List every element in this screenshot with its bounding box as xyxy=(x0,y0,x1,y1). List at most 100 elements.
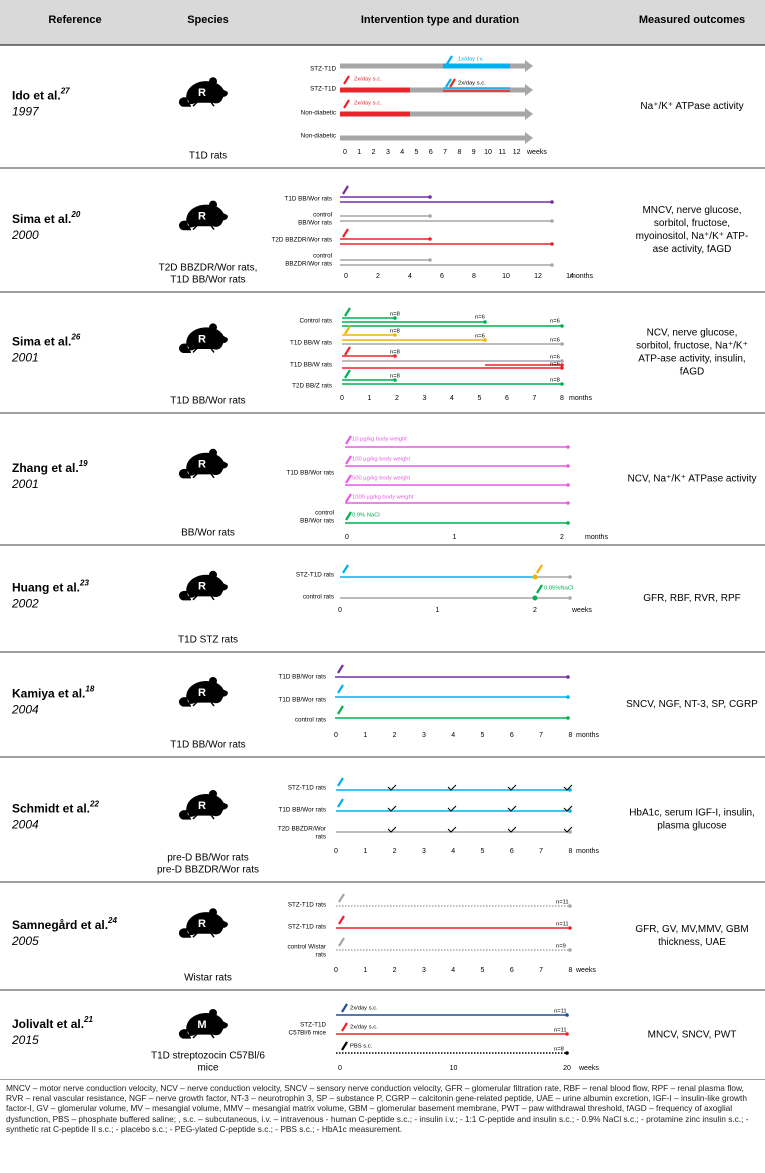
syringe-icon xyxy=(344,325,351,335)
axis-tick-label: 5 xyxy=(478,395,482,402)
year: 1997 xyxy=(12,105,40,119)
group-label: T2D BB/Z rats xyxy=(292,383,332,390)
group-label: T1D BB/Wor rats xyxy=(279,674,326,681)
axis-tick-label: 1 xyxy=(453,534,457,541)
syringe-icon xyxy=(343,99,350,109)
species: Wistar rats xyxy=(184,973,232,984)
mouse-silhouette xyxy=(178,681,228,707)
reference-name: Samnegård et al. xyxy=(12,918,108,932)
timeline-end xyxy=(393,316,397,320)
timeline-end xyxy=(566,521,570,525)
axis-tick-label: 3 xyxy=(386,149,390,156)
timeline-end xyxy=(428,237,432,241)
mouse-foot xyxy=(192,595,198,601)
group-label: control xyxy=(313,253,332,260)
syringe-icon xyxy=(338,937,345,947)
axis-tick-label: 0 xyxy=(338,607,342,614)
mouse-foot xyxy=(210,814,215,820)
reference: Huang et al.23 xyxy=(12,579,89,595)
timeline-end xyxy=(550,263,554,267)
syringe-icon xyxy=(345,455,352,465)
mouse-foot xyxy=(210,101,215,107)
axis-tick-label: 6 xyxy=(505,395,509,402)
mouse-ear xyxy=(209,200,217,209)
axis-tick-label: 5 xyxy=(415,149,419,156)
group-label: C57Bl/6 mice xyxy=(289,1030,327,1037)
check-mark xyxy=(387,826,397,833)
mouse-ear xyxy=(209,677,217,685)
reference-sup: 22 xyxy=(89,800,99,809)
syringe-icon xyxy=(446,55,453,65)
animal-letter: R xyxy=(198,800,206,812)
annotation: 2x/day s.c. xyxy=(350,1006,378,1012)
axis-tick-label: 10 xyxy=(484,149,492,156)
syringe-icon xyxy=(345,511,352,521)
axis-tick-label: 2 xyxy=(533,607,537,614)
axis-unit: weeks xyxy=(575,967,596,974)
syringe-icon xyxy=(337,798,344,808)
syringe-icon xyxy=(345,435,352,445)
animal-letter: R xyxy=(198,459,206,471)
mouse-foot xyxy=(192,473,198,479)
mouse-foot xyxy=(192,701,198,707)
animal-icon: R xyxy=(178,448,228,479)
reference: Jolivalt et al.21 xyxy=(12,1015,93,1031)
check-mark xyxy=(447,826,457,833)
axis-tick-label: 2 xyxy=(376,273,380,280)
event-dot xyxy=(532,595,538,601)
syringe-icon xyxy=(536,564,543,574)
header-cell: Measured outcomes xyxy=(639,14,745,26)
year: 2005 xyxy=(11,934,39,948)
axis-unit: months xyxy=(585,534,608,541)
syringe-icon xyxy=(342,564,349,574)
timeline-end xyxy=(550,242,554,246)
mouse-ear xyxy=(209,448,217,457)
outcome: Na⁺/K⁺ ATPase activity xyxy=(640,101,743,112)
annotation: n=8 xyxy=(550,378,560,384)
timeline-end xyxy=(560,366,564,370)
timeline-end xyxy=(568,926,572,930)
mouse-foot xyxy=(210,225,215,231)
syringe-icon xyxy=(345,474,352,484)
species: T1D streptozocin C57Bl/6 xyxy=(151,1051,265,1062)
outcome: NCV, nerve glucose, xyxy=(647,328,738,339)
reference-name: Sima et al. xyxy=(12,212,71,226)
axis-tick-label: 7 xyxy=(533,395,537,402)
animal-letter: R xyxy=(198,87,206,99)
axis-tick-label: 0 xyxy=(334,848,338,855)
check-mark xyxy=(387,805,397,812)
annotation: n=8 xyxy=(390,350,400,356)
syringe-icon xyxy=(342,228,349,238)
axis-unit: weeks xyxy=(578,1065,599,1072)
axis-tick-label: 4 xyxy=(408,273,412,280)
year: 2000 xyxy=(11,228,39,242)
syringe-icon xyxy=(341,1022,348,1032)
timeline-arrow xyxy=(525,108,533,120)
reference-sup: 23 xyxy=(79,579,89,588)
syringe-icon xyxy=(337,777,344,787)
axis-tick-label: 2 xyxy=(393,967,397,974)
axis-unit: months xyxy=(576,732,599,739)
year: 2004 xyxy=(11,818,39,832)
axis-tick-label: 6 xyxy=(510,967,514,974)
mouse-ear xyxy=(209,570,217,579)
mouse-foot xyxy=(210,932,215,938)
axis-tick-label: 0 xyxy=(338,1065,342,1072)
axis-tick-label: 3 xyxy=(423,395,427,402)
annotation: n=11 xyxy=(554,1028,567,1034)
annotation: n=8 xyxy=(554,1047,564,1053)
group-label: Control rats xyxy=(299,318,332,325)
group-label: T1D BB/W rats xyxy=(290,340,332,347)
axis-tick-label: 8 xyxy=(568,967,572,974)
axis-tick-label: 0 xyxy=(344,273,348,280)
timeline-end xyxy=(568,809,572,813)
axis-tick-label: 1 xyxy=(436,607,440,614)
animal-letter: R xyxy=(198,211,206,223)
syringe-icon xyxy=(445,78,452,88)
species: pre-D BBZDR/Wor rats xyxy=(157,865,259,876)
group-label: STZ-T1D rats xyxy=(288,902,326,909)
timeline-end xyxy=(393,378,397,382)
timeline-end xyxy=(393,354,397,358)
timeline-end xyxy=(566,695,570,699)
group-label: T1D BB/Wor rats xyxy=(285,196,332,203)
